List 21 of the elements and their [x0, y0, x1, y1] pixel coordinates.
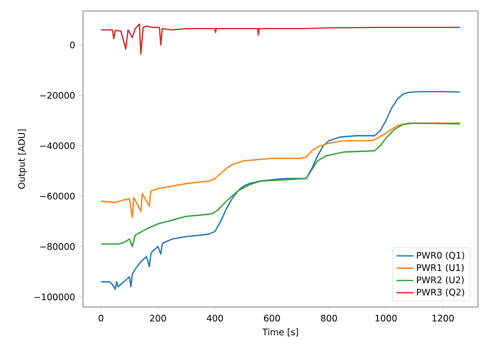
- y-tick-label: −40000: [40, 142, 75, 150]
- x-tick-label: 1200: [432, 314, 454, 322]
- legend-label: PWR0 (Q1): [416, 252, 464, 260]
- legend-label: PWR3 (Q2): [416, 288, 464, 297]
- y-tick-label: −20000: [40, 92, 75, 99]
- line-series: [100, 122, 461, 248]
- legend-label: PWR1 (U1): [416, 264, 464, 272]
- y-tick-label: −80000: [40, 243, 75, 250]
- x-tick-label: 800: [321, 314, 337, 322]
- y-axis-title: Output [ADU]: [18, 129, 27, 189]
- x-axis-title: Time [s]: [262, 328, 298, 336]
- x-tick-label: 600: [264, 314, 280, 322]
- y-tick-label: −100000: [34, 294, 75, 300]
- y-tick-label: 0: [70, 42, 75, 48]
- x-tick-label: 200: [150, 314, 166, 322]
- legend-label: PWR2 (U2): [416, 276, 464, 284]
- x-tick-label: 0: [98, 314, 104, 322]
- x-tick-label: 400: [206, 314, 223, 322]
- x-tick-label: 1000: [376, 314, 397, 322]
- line-series: [100, 23, 461, 55]
- y-tick-label: −60000: [40, 192, 75, 200]
